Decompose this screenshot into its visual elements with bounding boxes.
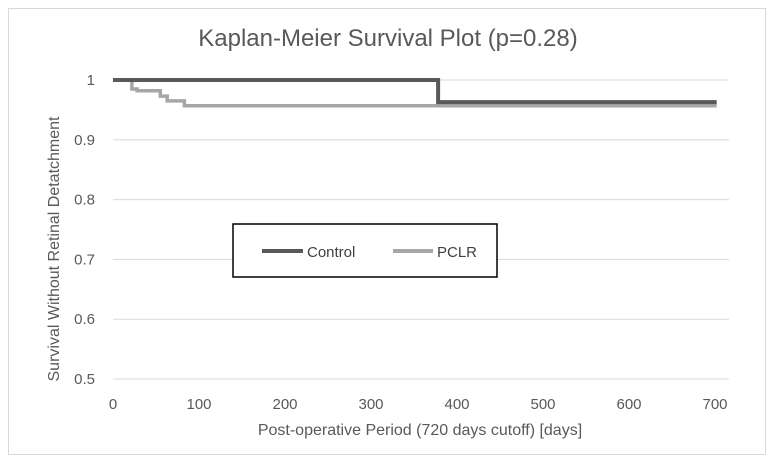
y-tick-label: 0.6: [74, 311, 95, 328]
y-tick-label: 0.5: [74, 371, 95, 388]
legend: Control PCLR: [232, 223, 498, 278]
y-axis-title: Survival Without Retinal Detatchment: [46, 116, 63, 382]
x-tick-label: 0: [109, 396, 117, 413]
series-line-pclr: [113, 78, 717, 108]
legend-label-control: Control: [307, 244, 355, 261]
y-tick-label: 0.8: [74, 192, 95, 209]
x-tick-label: 100: [186, 396, 211, 413]
chart-title: Kaplan-Meier Survival Plot (p=0.28): [198, 25, 578, 52]
x-tick-label: 600: [616, 396, 641, 413]
y-tick-label: 1: [87, 72, 95, 89]
x-tick-label: 300: [358, 396, 383, 413]
x-tick-label: 500: [530, 396, 555, 413]
legend-label-pclr: PCLR: [437, 244, 477, 261]
y-tick-label: 0.7: [74, 251, 95, 268]
series-line-control: [113, 78, 717, 105]
series-layer: [113, 78, 717, 108]
gridlines: [113, 79, 729, 320]
x-axis-title: Post-operative Period (720 days cutoff) …: [258, 422, 582, 439]
y-tick-label: 0.9: [74, 132, 95, 149]
x-tick-label: 400: [444, 396, 469, 413]
y-axis-ticks: 0.5 0.6 0.7 0.8 0.9 1: [74, 72, 95, 388]
x-tick-label: 700: [702, 396, 727, 413]
x-axis-ticks: 0 100 200 300 400 500 600 700: [109, 396, 728, 413]
x-tick-label: 200: [272, 396, 297, 413]
